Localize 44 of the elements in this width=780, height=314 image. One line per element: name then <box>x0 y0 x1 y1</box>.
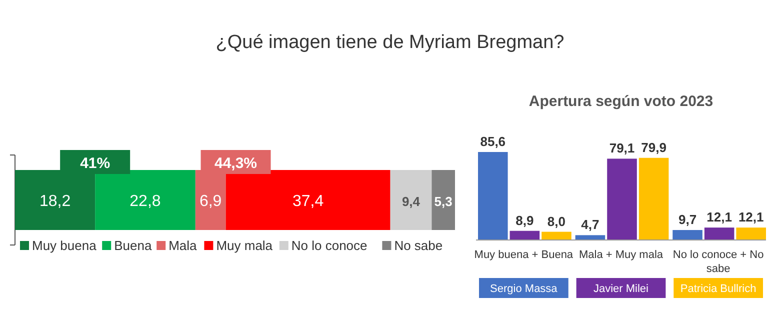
bar <box>510 230 540 240</box>
bar <box>95 170 196 230</box>
data-label: 5,3 <box>434 194 452 209</box>
data-label: 37,4 <box>292 193 324 210</box>
bar <box>478 152 508 240</box>
bar <box>575 235 606 240</box>
data-label: 12,1 <box>706 210 732 225</box>
data-label: 22,8 <box>130 193 161 210</box>
bar <box>672 230 702 240</box>
data-label: 9,7 <box>678 212 697 228</box>
bar <box>542 232 572 240</box>
bar <box>226 170 390 230</box>
x-tick-label: No lo conoce + No sabe <box>672 249 764 275</box>
bar <box>390 170 432 230</box>
legend-label: Mala <box>168 238 198 253</box>
x-tick-label: Muy buena + Buena <box>474 249 574 261</box>
legend-label: Buena <box>114 238 152 253</box>
data-label: 18,2 <box>39 193 71 210</box>
text: Sergio Massa <box>490 283 558 295</box>
data-label: 79,1 <box>609 140 635 156</box>
bar <box>704 228 734 240</box>
data-label: 6,9 <box>199 193 222 210</box>
chart-title: ¿Qué imagen tiene de Myriam Bregman? <box>216 32 564 53</box>
chart-title: Apertura según voto 2023 <box>528 93 714 110</box>
data-label: 4,7 <box>581 217 600 232</box>
legend-label: Muy buena <box>32 238 98 253</box>
bar <box>432 170 455 230</box>
text: Javier Milei <box>593 283 649 295</box>
legend-label: No sabe <box>394 238 443 253</box>
data-label: 79,9 <box>641 140 666 155</box>
bar <box>607 158 637 240</box>
annotation: 41% <box>80 155 110 172</box>
text: Patricia Bullrich <box>680 283 756 295</box>
data-label: 85,6 <box>480 134 506 149</box>
data-label: 8,9 <box>516 212 534 228</box>
data-label: 12,1 <box>738 210 764 225</box>
legend-label: Muy mala <box>216 238 274 253</box>
bar <box>638 158 669 240</box>
data-label: 8,0 <box>547 214 566 229</box>
bar <box>736 228 766 240</box>
data-label: 9,4 <box>402 194 421 209</box>
annotation: 44,3% <box>214 155 258 172</box>
legend-label: No lo conoce <box>291 238 368 253</box>
x-tick-label: Mala + Muy mala <box>578 249 664 261</box>
